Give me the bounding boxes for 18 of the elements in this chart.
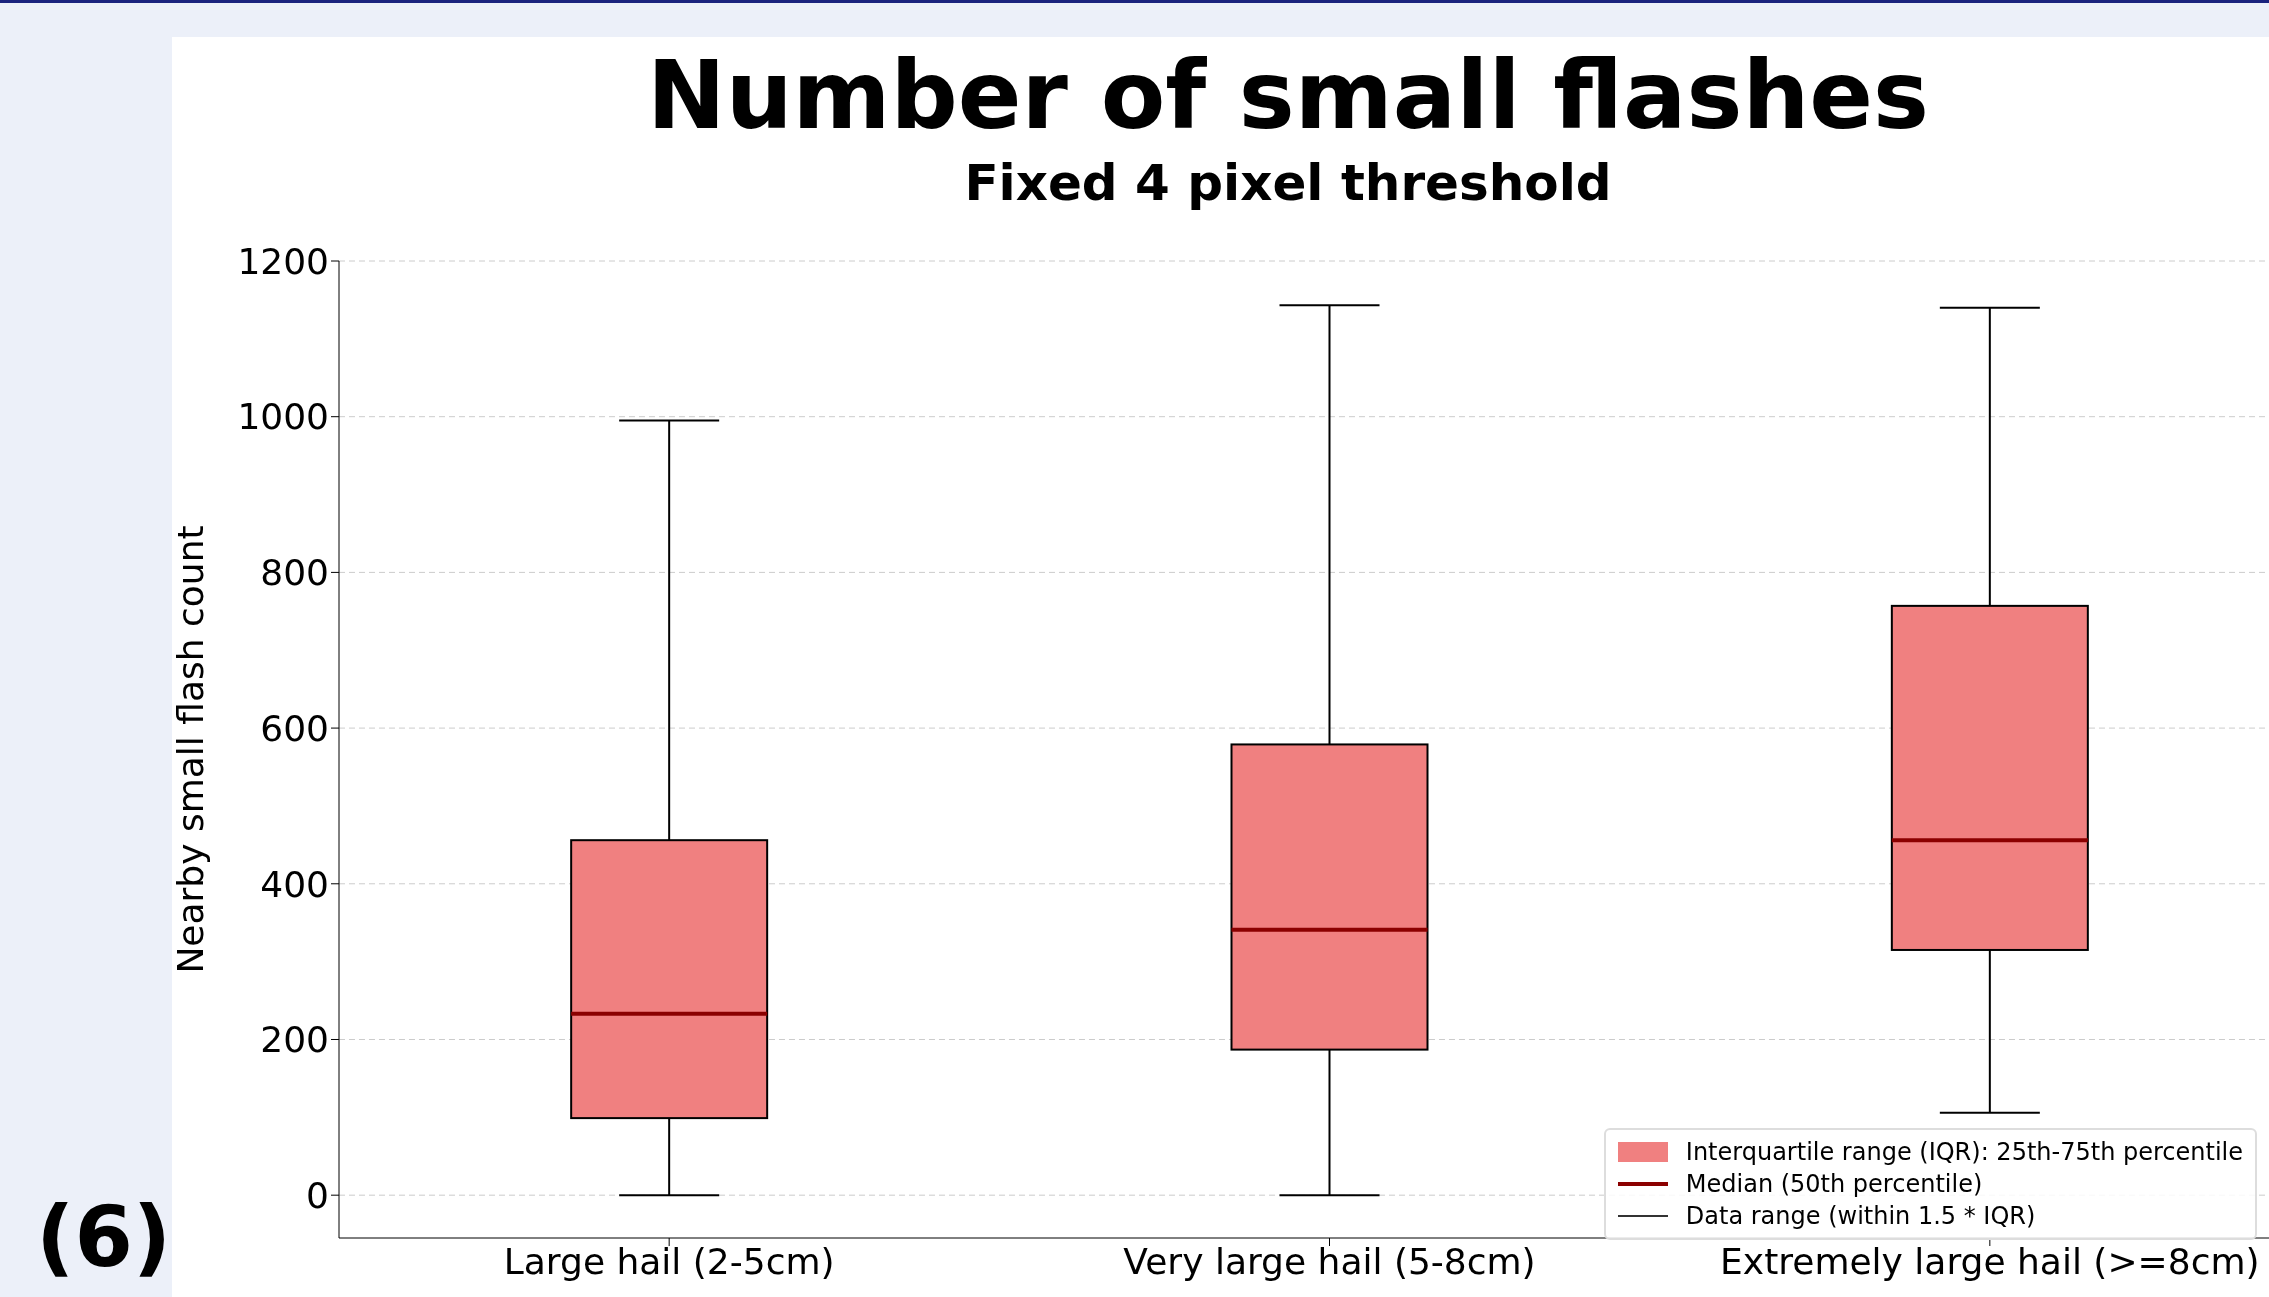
legend-box: Interquartile range (IQR): 25th-75th percentile Median (50th percentile) Data range (within 1.5 * IQR) (1603, 1128, 2257, 1240)
legend-label: Interquartile range (IQR): 25th-75th percentile (1684, 1137, 2243, 1168)
chart-title: Number of small flashes (645, 41, 1930, 151)
x-tick-label: Extremely large hail (>=8cm) (1720, 1240, 2260, 1282)
chart-subtitle: Fixed 4 pixel threshold (963, 153, 1613, 214)
y-axis-title: Nearby small flash count (169, 525, 211, 974)
y-tick-label: 600 (260, 707, 329, 749)
annotation: Data range (within 1.5 * IQR) (1684, 1201, 2037, 1232)
y-tick-label: 1200 (237, 240, 329, 282)
y-tick-label: 200 (260, 1019, 329, 1061)
y-tick-label: 1000 (237, 396, 329, 438)
annotation: Median (50th percentile) (1684, 1169, 1984, 1200)
x-tick-label: Very large hail (5-8cm) (1123, 1240, 1536, 1282)
y-tick-label: 400 (260, 863, 329, 905)
y-tick-label: 0 (306, 1174, 329, 1216)
x-tick-label: Large hail (2-5cm) (503, 1240, 835, 1282)
y-tick-label: 800 (260, 552, 329, 594)
text: (6) (36, 1188, 172, 1286)
